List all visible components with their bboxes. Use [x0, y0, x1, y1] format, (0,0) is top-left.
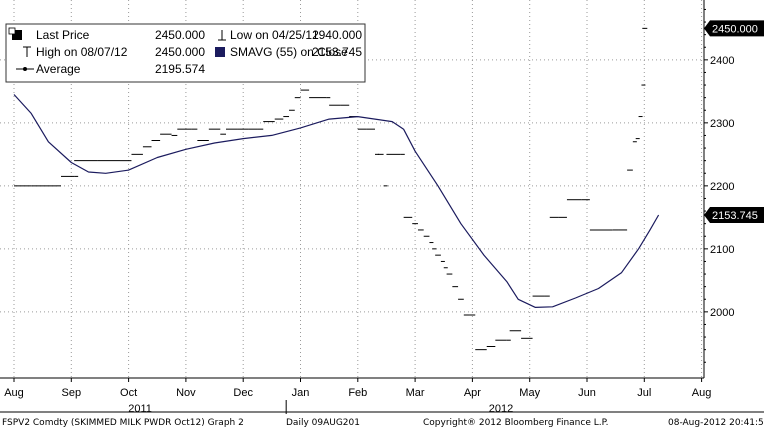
value-tag-label: 2450.000	[712, 23, 758, 35]
legend-frame	[5, 23, 366, 83]
value-tag-box	[704, 20, 764, 37]
square-icon-shape	[12, 30, 22, 40]
toggle-box	[8, 27, 16, 35]
smavg-line	[13, 94, 660, 308]
footer-timestamp: 08-Aug-2012 20:41:53	[668, 418, 764, 428]
x-tick-label-month: Feb	[348, 387, 367, 399]
x-tick-label-month: Apr	[464, 387, 481, 399]
x-tick-label-month: Jan	[292, 387, 310, 399]
average-icon	[16, 67, 34, 71]
y-tick-label: 2300	[710, 118, 734, 130]
price-series-layer	[14, 27, 648, 351]
footer-security: FSPV2 Comdty (SKIMMED MILK PWDR Oct12) G…	[2, 418, 244, 428]
square-icon	[8, 27, 22, 40]
tick-labels-layer: 2000 2100 2200 2300 2400 Aug Sep Oct Nov Dec Jan Fe…	[4, 55, 734, 415]
x-tick-label-month: Jul	[637, 387, 651, 399]
value-tag-box	[704, 206, 764, 223]
legend-box: Last Price 2450.000 Low on 04/25/121940.00…	[5, 23, 366, 83]
x-tick-label-month: Aug	[4, 387, 24, 399]
legend-value: 2450.000	[155, 45, 205, 59]
y-tick-label: 2100	[710, 244, 734, 256]
high-marker-icon	[23, 46, 31, 57]
y-tick-label: 2000	[710, 307, 734, 319]
legend-value: 2450.000	[155, 28, 205, 42]
legend-label: Average	[36, 62, 81, 76]
legend-label: Low on 04/25/12	[230, 28, 319, 42]
y-tick-label: 2200	[710, 181, 734, 193]
x-tick-label-month: Mar	[406, 387, 425, 399]
value-tag: 2450.000	[704, 20, 764, 37]
x-tick-label-month: Oct	[120, 387, 137, 399]
low-marker-icon	[218, 30, 226, 41]
legend-label: SMAVG (55) on Close	[230, 45, 348, 59]
x-tick-label-month: Aug	[692, 387, 712, 399]
x-tick-label-year: 2012	[489, 403, 513, 415]
x-tick-label-month: Sep	[62, 387, 82, 399]
x-tick-label-month: Jun	[578, 387, 596, 399]
axes-layer	[0, 0, 764, 414]
legend-label: High on 08/07/12	[36, 45, 128, 59]
x-tick-label-month: Nov	[176, 387, 196, 399]
square-icon	[215, 47, 225, 57]
legend-value: 2153.745	[312, 45, 362, 59]
legend-value: 1940.000	[312, 28, 362, 42]
average-dot	[23, 67, 27, 71]
footer-frequency: Daily 09AUG201	[286, 418, 360, 428]
x-tick-label-month: May	[519, 387, 540, 399]
value-tag: 2153.745	[704, 206, 764, 223]
x-tick-label-month: Dec	[233, 387, 253, 399]
value-tag-label: 2153.745	[712, 210, 758, 222]
smavg-series-layer	[13, 94, 660, 308]
footer-copyright: Copyright® 2012 Bloomberg Finance L.P.	[423, 418, 609, 428]
x-tick-label-year: 2011	[128, 403, 152, 415]
y-tick-label: 2400	[710, 55, 734, 67]
value-tags-layer: 2450.000 2153.745	[704, 20, 764, 223]
legend-label: Last Price	[36, 28, 90, 42]
legend-value: 2195.574	[155, 62, 205, 76]
square-icon-shape	[215, 47, 225, 57]
